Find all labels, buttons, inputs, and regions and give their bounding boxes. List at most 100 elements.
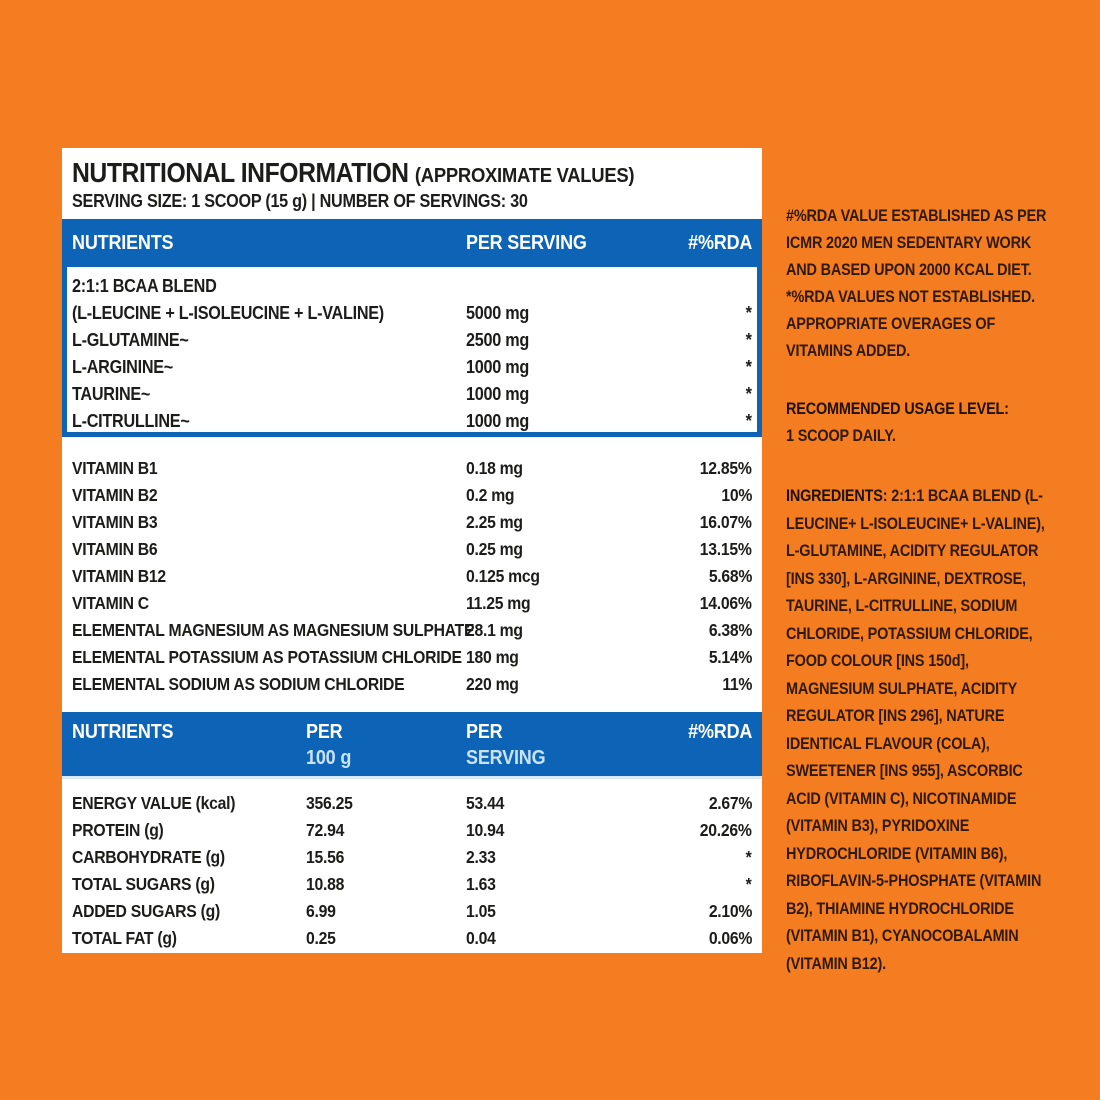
- usage-text: 1 SCOOP DAILY.: [786, 427, 896, 445]
- blend-row: L-GLUTAMINE~ 2500 mg *: [67, 327, 757, 354]
- nutrient-name: L-ARGININE~: [72, 357, 173, 377]
- per-serving-value: 5000 mg: [466, 303, 529, 323]
- rda-value: 20.26%: [700, 820, 752, 840]
- ingredients-block: INGREDIENTS: 2:1:1 BCAA BLEND (L-LEUCINE…: [786, 483, 1049, 978]
- rda-note-line-1: #%RDA VALUE ESTABLISHED AS PER ICMR 2020…: [786, 207, 1047, 306]
- per-serving-value: 0.125 mcg: [466, 566, 540, 586]
- nutrient-name: VITAMIN C: [72, 593, 149, 613]
- rda-value: *: [745, 303, 752, 323]
- nutrient-name: VITAMIN B2: [72, 485, 158, 505]
- rda-value: 5.14%: [708, 647, 753, 667]
- per-100g-value: 15.56: [306, 847, 345, 867]
- ingredients-text: 2:1:1 BCAA BLEND (L-LEUCINE+ L-ISOLEUCIN…: [786, 487, 1045, 973]
- per-100g-value: 10.88: [306, 874, 345, 894]
- macro-row: ENERGY VALUE (kcal) 356.25 53.44 2.67%: [62, 790, 762, 817]
- per-serving-value: 28.1 mg: [466, 620, 523, 640]
- rda-value: 6.38%: [708, 620, 753, 640]
- table1-header-bar: NUTRIENTS PER SERVING #%RDA: [62, 219, 762, 267]
- per-100g-value: 72.94: [306, 820, 345, 840]
- table1-header-rda: #%RDA: [687, 232, 752, 254]
- macro-row: TOTAL FAT (g) 0.25 0.04 0.06%: [62, 925, 762, 952]
- blend-row: (L-LEUCINE + L-ISOLEUCINE + L-VALINE) 50…: [67, 300, 757, 327]
- vitamin-row: VITAMIN B6 0.25 mg 13.15%: [62, 536, 762, 563]
- vitamin-row: VITAMIN B3 2.25 mg 16.07%: [62, 509, 762, 536]
- per-serving-value: 0.25 mg: [466, 539, 523, 559]
- macro-row: PROTEIN (g) 72.94 10.94 20.26%: [62, 817, 762, 844]
- table2-header-per-100g: PER 100 g: [306, 721, 352, 769]
- blend-row: L-ARGININE~ 1000 mg *: [67, 354, 757, 381]
- blend-rows: (L-LEUCINE + L-ISOLEUCINE + L-VALINE) 50…: [67, 300, 757, 435]
- nutrient-name: PROTEIN (g): [72, 820, 164, 840]
- panel-title-suffix: (APPROXIMATE VALUES): [414, 164, 635, 187]
- per-serving-value: 0.04: [466, 928, 496, 948]
- side-notes: #%RDA VALUE ESTABLISHED AS PER ICMR 2020…: [786, 203, 1049, 978]
- nutrient-name: TAURINE~: [72, 384, 151, 404]
- macro-row: ADDED SUGARS (g) 6.99 1.05 2.10%: [62, 898, 762, 925]
- table2-header-per-serving: PER SERVING: [466, 721, 546, 769]
- nutrient-name: TOTAL FAT (g): [72, 928, 177, 948]
- nutrient-name: VITAMIN B12: [72, 566, 166, 586]
- rda-note: #%RDA VALUE ESTABLISHED AS PER ICMR 2020…: [786, 203, 1049, 365]
- blend-title-row: 2:1:1 BCAA BLEND: [67, 273, 757, 300]
- rda-value: *: [746, 874, 752, 894]
- rda-value: 5.68%: [708, 566, 753, 586]
- per-serving-value: 1000 mg: [466, 357, 529, 377]
- rda-value: 0.06%: [708, 928, 753, 948]
- rda-value: *: [746, 847, 752, 867]
- per-serving-value: 2.33: [466, 847, 496, 867]
- rda-value: 11%: [722, 674, 752, 694]
- per-100g-value: 356.25: [306, 793, 353, 813]
- table2-header-rda: #%RDA: [687, 721, 752, 743]
- nutrient-name: ENERGY VALUE (kcal): [72, 793, 236, 813]
- per-serving-value: 180 mg: [466, 647, 519, 667]
- nutrition-panel: NUTRITIONAL INFORMATION (APPROXIMATE VALU…: [62, 148, 762, 953]
- per-serving-value: 10.94: [466, 820, 505, 840]
- per-serving-value: 0.2 mg: [466, 485, 515, 505]
- rda-note-line-2: APPROPRIATE OVERAGES OF VITAMINS ADDED.: [786, 315, 996, 360]
- per-serving-value: 2.25 mg: [466, 512, 523, 532]
- vitamin-row: VITAMIN B2 0.2 mg 10%: [62, 482, 762, 509]
- nutrient-name: VITAMIN B1: [72, 458, 158, 478]
- rda-value: 13.15%: [700, 539, 752, 559]
- macro-rows: ENERGY VALUE (kcal) 356.25 53.44 2.67% P…: [62, 790, 762, 952]
- table2-header-nutrients: NUTRIENTS: [72, 721, 174, 743]
- nutrient-name: (L-LEUCINE + L-ISOLEUCINE + L-VALINE): [72, 303, 384, 323]
- table1-header-per-serving: PER SERVING: [466, 232, 587, 254]
- rda-value: *: [745, 411, 752, 431]
- per-serving-value: 53.44: [466, 793, 505, 813]
- per-serving-value: 1.05: [466, 901, 496, 921]
- macronutrients-section: ENERGY VALUE (kcal) 356.25 53.44 2.67% P…: [62, 779, 762, 953]
- per-serving-value: 0.18 mg: [466, 458, 523, 478]
- vitamin-row: VITAMIN B12 0.125 mcg 5.68%: [62, 563, 762, 590]
- vitamin-row: ELEMENTAL POTASSIUM AS POTASSIUM CHLORID…: [62, 644, 762, 671]
- nutrient-name: VITAMIN B6: [72, 539, 158, 559]
- usage-block: RECOMMENDED USAGE LEVEL: 1 SCOOP DAILY.: [786, 396, 1049, 450]
- per-100g-value: 0.25: [306, 928, 336, 948]
- panel-title: NUTRITIONAL INFORMATION: [72, 157, 409, 188]
- blend-row: L-CITRULLINE~ 1000 mg *: [67, 408, 757, 435]
- table1-header-nutrients: NUTRIENTS: [72, 232, 174, 254]
- rda-value: 14.06%: [700, 593, 752, 613]
- per-serving-value: 220 mg: [466, 674, 519, 694]
- per-serving-value: 2500 mg: [466, 330, 529, 350]
- vitamin-row: ELEMENTAL MAGNESIUM AS MAGNESIUM SULPHAT…: [62, 617, 762, 644]
- macro-row: CARBOHYDRATE (g) 15.56 2.33 *: [62, 844, 762, 871]
- vitamin-row: ELEMENTAL SODIUM AS SODIUM CHLORIDE 220 …: [62, 671, 762, 698]
- per-serving-value: 11.25 mg: [466, 593, 531, 613]
- rda-value: *: [745, 357, 752, 377]
- rda-value: *: [745, 330, 752, 350]
- nutrient-name: ADDED SUGARS (g): [72, 901, 220, 921]
- per-serving-value: 1000 mg: [466, 384, 529, 404]
- bcaa-blend-section: 2:1:1 BCAA BLEND (L-LEUCINE + L-ISOLEUCI…: [62, 267, 762, 437]
- rda-value: *: [745, 384, 752, 404]
- nutrient-name: L-CITRULLINE~: [72, 411, 190, 431]
- usage-heading: RECOMMENDED USAGE LEVEL:: [786, 400, 1009, 418]
- nutrient-name: CARBOHYDRATE (g): [72, 847, 225, 867]
- nutrient-name: ELEMENTAL MAGNESIUM AS MAGNESIUM SULPHAT…: [72, 620, 475, 640]
- rda-value: 12.85%: [700, 458, 752, 478]
- macro-row: TOTAL SUGARS (g) 10.88 1.63 *: [62, 871, 762, 898]
- vitamin-row: VITAMIN B1 0.18 mg 12.85%: [62, 455, 762, 482]
- nutrient-name: VITAMIN B3: [72, 512, 158, 532]
- table2-header-bar: NUTRIENTS PER 100 g PER SERVING #%RDA: [62, 712, 762, 779]
